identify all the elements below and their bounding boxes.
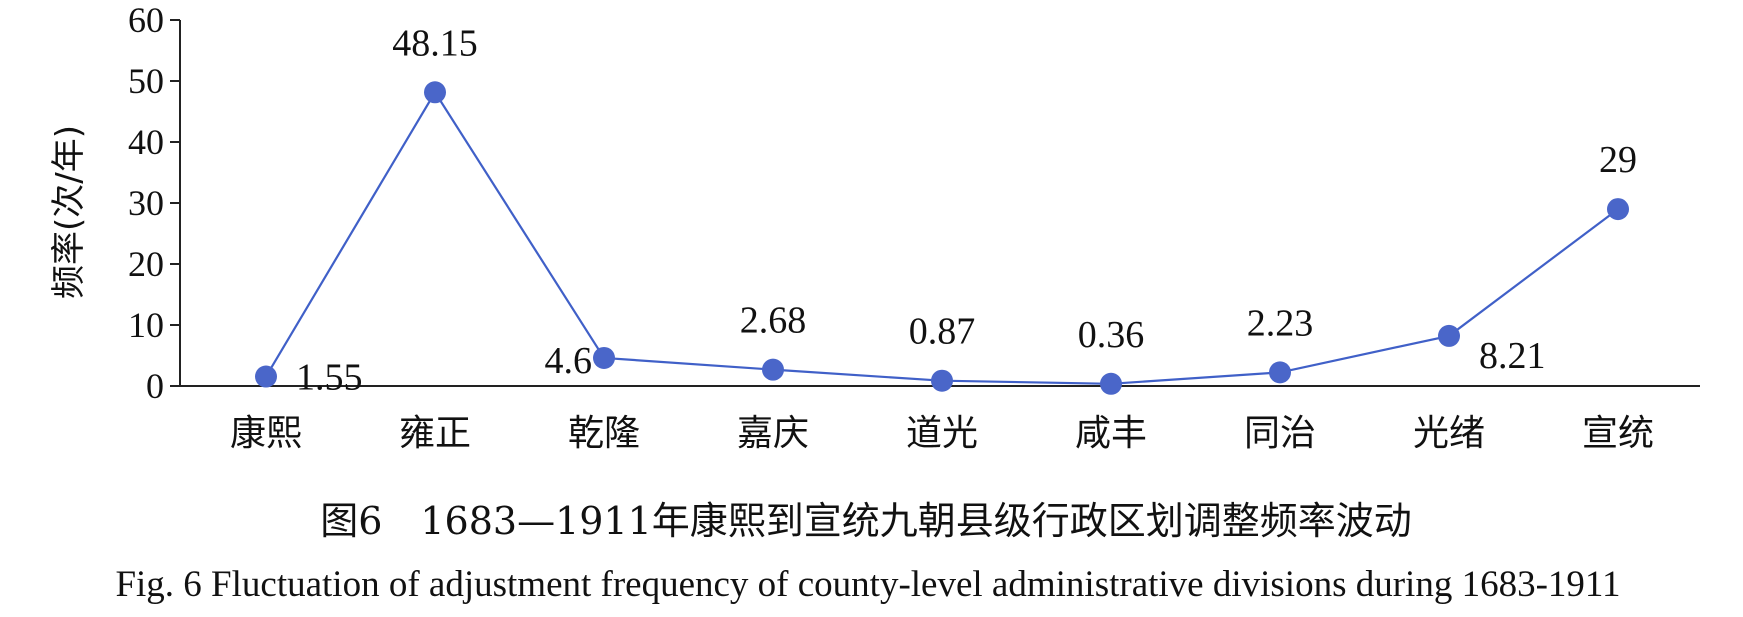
x-tick-label: 嘉庆 bbox=[737, 413, 809, 454]
data-point bbox=[931, 369, 953, 392]
data-point bbox=[1269, 361, 1291, 384]
data-label: 8.21 bbox=[1479, 335, 1546, 377]
x-tick-label: 乾隆 bbox=[568, 413, 640, 454]
data-label: 0.87 bbox=[909, 311, 976, 353]
x-tick-label: 同治 bbox=[1244, 413, 1316, 454]
x-tick-label: 康熙 bbox=[230, 413, 302, 454]
y-tick-label: 10 bbox=[128, 305, 164, 345]
data-label: 2.23 bbox=[1247, 302, 1314, 344]
x-tick-label: 宣统 bbox=[1582, 413, 1654, 454]
x-tick-label: 道光 bbox=[906, 413, 978, 454]
data-point bbox=[255, 365, 277, 388]
data-point bbox=[1100, 372, 1122, 395]
y-axis-label: 频率(次/年) bbox=[49, 125, 89, 299]
series-1 bbox=[255, 81, 1629, 395]
data-label: 29 bbox=[1599, 139, 1637, 181]
data-label: 48.15 bbox=[392, 22, 478, 64]
figure-caption-chinese: 图6 1683—1911年康熙到宣统九朝县级行政区划调整频率波动 bbox=[320, 499, 1412, 543]
data-label: 4.6 bbox=[545, 340, 593, 382]
x-tick-label: 咸丰 bbox=[1075, 413, 1147, 454]
x-tick-label: 光绪 bbox=[1413, 413, 1485, 454]
x-tick-label: 雍正 bbox=[399, 413, 471, 454]
figure-caption-english: Fig. 6 Fluctuation of adjustment frequen… bbox=[115, 564, 1620, 605]
data-point bbox=[1438, 324, 1460, 347]
data-point bbox=[1607, 198, 1629, 221]
y-tick-label: 30 bbox=[128, 183, 164, 223]
data-label: 2.68 bbox=[740, 300, 807, 342]
data-label: 1.55 bbox=[296, 357, 363, 399]
y-tick-label: 20 bbox=[128, 244, 164, 284]
data-point bbox=[593, 346, 615, 369]
y-tick-label: 40 bbox=[128, 122, 164, 162]
y-tick-label: 0 bbox=[146, 366, 164, 406]
y-axis: 0 10 20 30 40 50 60 bbox=[128, 0, 181, 406]
data-labels: 1.55 48.15 4.6 2.68 0.87 0.36 2.23 8.21 29 bbox=[296, 22, 1637, 398]
y-tick-label: 60 bbox=[128, 0, 164, 40]
x-axis: 康熙 雍正 乾隆 嘉庆 道光 咸丰 同治 光绪 宣统 bbox=[180, 385, 1700, 454]
y-tick-label: 50 bbox=[128, 61, 164, 101]
data-point bbox=[762, 358, 784, 381]
data-point bbox=[424, 81, 446, 104]
data-label: 0.36 bbox=[1078, 314, 1145, 356]
